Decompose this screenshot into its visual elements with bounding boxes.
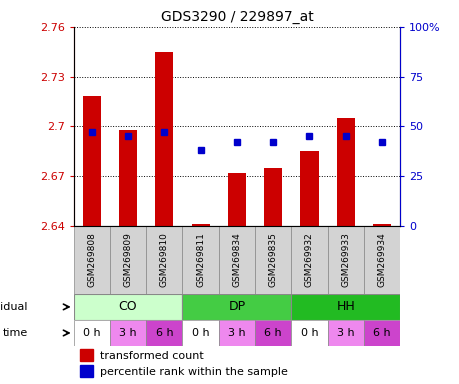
Bar <box>218 320 254 346</box>
Bar <box>146 320 182 346</box>
Text: 3 h: 3 h <box>228 328 245 338</box>
Bar <box>300 151 318 225</box>
Text: transformed count: transformed count <box>100 351 203 361</box>
Bar <box>110 320 146 346</box>
Text: GSM269933: GSM269933 <box>341 232 349 287</box>
Text: 0 h: 0 h <box>191 328 209 338</box>
Text: 3 h: 3 h <box>119 328 136 338</box>
Text: 3 h: 3 h <box>336 328 354 338</box>
Bar <box>291 225 327 294</box>
Text: 0 h: 0 h <box>83 328 101 338</box>
Bar <box>73 225 110 294</box>
Text: GSM269835: GSM269835 <box>268 232 277 287</box>
Bar <box>254 320 291 346</box>
Text: GSM269808: GSM269808 <box>87 232 96 287</box>
Bar <box>227 172 246 225</box>
Text: HH: HH <box>336 300 354 313</box>
Bar <box>327 225 363 294</box>
Title: GDS3290 / 229897_at: GDS3290 / 229897_at <box>160 10 313 25</box>
Bar <box>363 320 399 346</box>
Text: 6 h: 6 h <box>155 328 173 338</box>
Bar <box>254 225 291 294</box>
Text: CO: CO <box>118 300 137 313</box>
Text: 6 h: 6 h <box>264 328 281 338</box>
Bar <box>291 294 399 320</box>
Text: 6 h: 6 h <box>372 328 390 338</box>
Bar <box>182 320 218 346</box>
Bar <box>155 52 173 225</box>
Text: GSM269810: GSM269810 <box>159 232 168 287</box>
Bar <box>327 320 363 346</box>
Bar <box>80 349 93 361</box>
Text: GSM269934: GSM269934 <box>377 232 386 287</box>
Bar <box>73 320 110 346</box>
Bar <box>83 96 101 225</box>
Bar <box>363 225 399 294</box>
Bar <box>73 294 182 320</box>
Bar <box>191 224 209 225</box>
Bar <box>110 225 146 294</box>
Bar <box>182 225 218 294</box>
Text: GSM269834: GSM269834 <box>232 232 241 287</box>
Bar <box>182 294 291 320</box>
Text: GSM269809: GSM269809 <box>123 232 132 287</box>
Bar <box>218 225 254 294</box>
Bar <box>119 129 137 225</box>
Text: time: time <box>3 328 28 338</box>
Text: percentile rank within the sample: percentile rank within the sample <box>100 367 287 377</box>
Text: DP: DP <box>228 300 245 313</box>
Bar <box>336 118 354 225</box>
Text: GSM269932: GSM269932 <box>304 232 313 287</box>
Bar <box>80 366 93 377</box>
Bar <box>291 320 327 346</box>
Bar <box>372 224 390 225</box>
Bar <box>263 167 282 225</box>
Bar <box>146 225 182 294</box>
Text: 0 h: 0 h <box>300 328 318 338</box>
Text: GSM269811: GSM269811 <box>196 232 205 287</box>
Text: individual: individual <box>0 302 28 312</box>
